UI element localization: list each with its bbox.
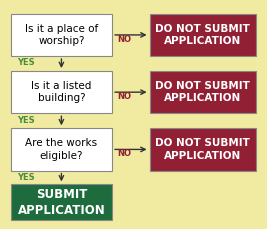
Text: DO NOT SUBMIT
APPLICATION: DO NOT SUBMIT APPLICATION — [155, 81, 250, 103]
Text: NO: NO — [117, 149, 131, 158]
FancyBboxPatch shape — [150, 14, 256, 56]
Text: NO: NO — [117, 92, 131, 101]
Text: YES: YES — [17, 173, 35, 182]
Text: NO: NO — [117, 35, 131, 44]
FancyBboxPatch shape — [150, 128, 256, 171]
Text: DO NOT SUBMIT
APPLICATION: DO NOT SUBMIT APPLICATION — [155, 138, 250, 161]
FancyBboxPatch shape — [11, 128, 112, 171]
Text: SUBMIT
APPLICATION: SUBMIT APPLICATION — [18, 188, 105, 217]
FancyBboxPatch shape — [150, 71, 256, 113]
Text: YES: YES — [17, 58, 35, 68]
Text: Are the works
eligible?: Are the works eligible? — [25, 138, 97, 161]
Text: DO NOT SUBMIT
APPLICATION: DO NOT SUBMIT APPLICATION — [155, 24, 250, 46]
FancyBboxPatch shape — [11, 184, 112, 220]
FancyBboxPatch shape — [11, 71, 112, 113]
Text: Is it a place of
worship?: Is it a place of worship? — [25, 24, 98, 46]
FancyBboxPatch shape — [11, 14, 112, 56]
Text: Is it a listed
building?: Is it a listed building? — [31, 81, 92, 103]
Text: YES: YES — [17, 116, 35, 125]
